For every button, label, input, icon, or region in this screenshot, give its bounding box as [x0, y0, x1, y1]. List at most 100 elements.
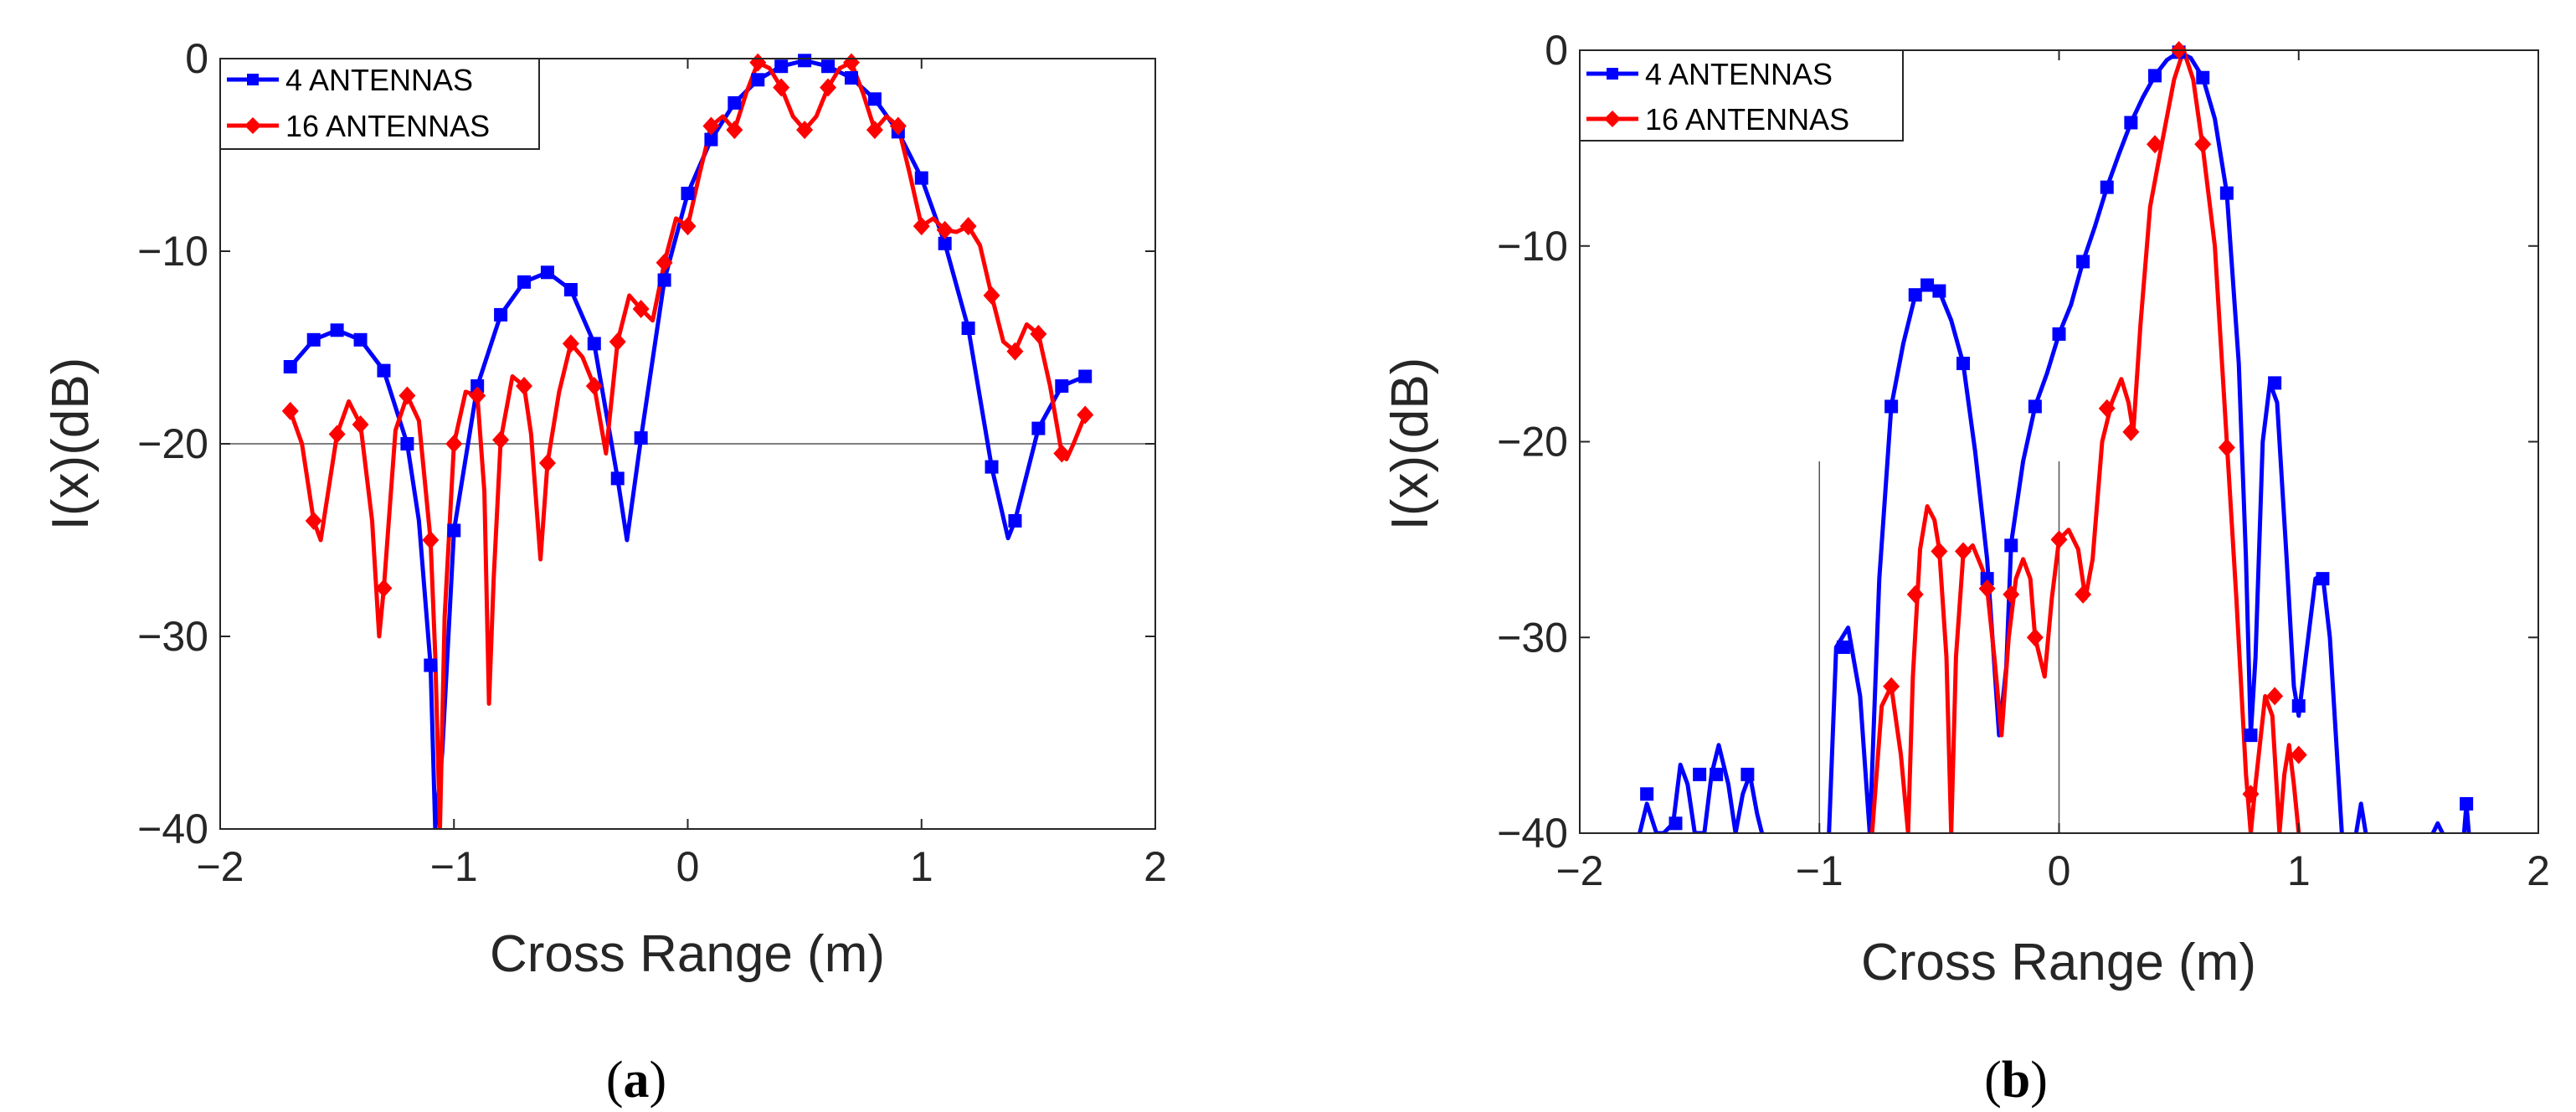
marker-16-antennas-a-8	[469, 386, 486, 405]
marker-4-antennas-a-11	[540, 265, 554, 280]
legend-box-b	[1579, 49, 1904, 142]
marker-4-antennas-a-30	[985, 460, 999, 474]
marker-4-antennas-a-0	[283, 360, 297, 373]
x-tick-label-b-2: 0	[2048, 847, 2071, 894]
marker-16-antennas-a-16	[656, 253, 673, 272]
marker-16-antennas-b-17	[2290, 745, 2307, 764]
marker-4-antennas-a-6	[424, 658, 438, 672]
panel-b: −2 −1 0 1 2−40−30−20−100 Cross Range (m) I(x…	[1381, 27, 2550, 1109]
legend-b: 4 ANTENNAS 16 ANTENNAS	[1579, 49, 1904, 142]
marker-16-antennas-a-23	[820, 78, 837, 97]
x-tick-label-a-4: 2	[1144, 843, 1167, 890]
x-tick-label-b-3: 1	[2287, 847, 2311, 894]
x-axis-label-b: Cross Range (m)	[1861, 934, 2256, 991]
marker-16-antennas-a-18	[702, 116, 720, 136]
marker-4-antennas-a-34	[1078, 369, 1093, 384]
series-markers-a	[281, 53, 1094, 672]
marker-4-antennas-b-21	[2219, 186, 2234, 200]
marker-16-antennas-a-27	[913, 217, 930, 236]
y-tick-label-a-2: −20	[137, 420, 208, 467]
legend-label-16-antennas-a: 16 ANTENNAS	[285, 109, 490, 143]
marker-4-antennas-a-4	[377, 363, 391, 378]
marker-4-antennas-b-14	[2052, 327, 2066, 341]
x-tick-label-b-4: 2	[2527, 847, 2550, 894]
marker-4-antennas-b-20	[2196, 70, 2210, 85]
marker-4-antennas-a-16	[657, 273, 671, 287]
x-axis-label-a: Cross Range (m)	[490, 925, 885, 983]
caption-letter-b: b	[2002, 1052, 2030, 1109]
marker-4-antennas-a-23	[821, 59, 836, 74]
series-line-16-antennas-b	[1869, 48, 2301, 833]
y-tick-label-b-3: −10	[1497, 223, 1568, 270]
marker-16-antennas-a-5	[398, 386, 416, 405]
y-tick-label-a-4: 0	[185, 35, 208, 82]
marker-4-antennas-b-5	[1836, 640, 1850, 654]
marker-16-antennas-a-22	[796, 121, 814, 140]
marker-16-antennas-a-29	[959, 217, 977, 236]
marker-16-antennas-a-15	[632, 300, 650, 318]
marker-4-antennas-a-24	[844, 71, 858, 85]
marker-4-antennas-b-16	[2100, 180, 2114, 194]
legend-label-4-antennas-a: 4 ANTENNAS	[285, 63, 473, 97]
axis-ticks-a: −2 −1 0 1 2−40−30−20−100	[137, 35, 1167, 890]
marker-16-antennas-b-1	[1906, 584, 1924, 604]
marker-16-antennas-b-13	[2194, 135, 2212, 154]
legend-label-4-antennas-b: 4 ANTENNAS	[1645, 57, 1833, 91]
marker-16-antennas-a-32	[1030, 324, 1047, 343]
marker-16-antennas-a-10	[516, 377, 533, 395]
legend-marker-16-antennas-b	[1604, 111, 1621, 127]
marker-4-antennas-b-2	[1693, 767, 1707, 781]
marker-4-antennas-a-33	[1055, 379, 1069, 393]
marker-4-antennas-b-17	[2124, 116, 2138, 130]
marker-4-antennas-a-19	[728, 95, 742, 110]
series-markers-b	[1640, 41, 2474, 831]
marker-4-antennas-b-8	[1920, 278, 1935, 292]
marker-4-antennas-a-29	[961, 322, 975, 335]
caption-open-a: (	[606, 1052, 624, 1109]
marker-16-antennas-a-34	[1077, 405, 1094, 425]
marker-4-antennas-a-5	[400, 437, 414, 450]
marker-4-antennas-a-25	[867, 92, 882, 106]
caption-a: (a)	[606, 1052, 666, 1109]
y-tick-label-b-1: −30	[1497, 614, 1568, 661]
marker-16-antennas-a-33	[1053, 444, 1071, 463]
marker-4-antennas-a-27	[914, 171, 928, 185]
marker-4-antennas-b-9	[1932, 284, 1946, 298]
legend-label-16-antennas-b: 16 ANTENNAS	[1645, 102, 1849, 136]
axis-ticks-b: −2 −1 0 1 2−40−30−20−100	[1497, 27, 2550, 894]
marker-4-antennas-a-9	[494, 307, 508, 322]
marker-16-antennas-b-16	[2266, 687, 2284, 706]
marker-16-antennas-a-28	[936, 220, 954, 239]
marker-16-antennas-a-7	[445, 435, 463, 453]
marker-16-antennas-b-8	[2075, 584, 2092, 604]
marker-4-antennas-a-15	[634, 431, 648, 445]
marker-4-antennas-a-3	[353, 332, 368, 347]
marker-16-antennas-b-9	[2098, 399, 2116, 418]
marker-16-antennas-a-1	[305, 512, 322, 530]
legend-marker-16-antennas-a	[244, 117, 261, 134]
marker-16-antennas-a-30	[983, 286, 1000, 305]
marker-4-antennas-a-12	[563, 283, 578, 296]
marker-16-antennas-a-9	[492, 430, 510, 450]
y-axis-label-a: I(x)(dB)	[42, 358, 100, 531]
y-axis-label-b: I(x)(dB)	[1381, 358, 1439, 531]
x-tick-label-a-3: 1	[910, 843, 933, 890]
y-tick-label-a-0: −40	[137, 806, 208, 852]
marker-16-antennas-b-7	[2050, 530, 2068, 549]
marker-16-antennas-b-11	[2147, 135, 2163, 154]
marker-16-antennas-a-26	[889, 116, 907, 136]
reference-lines-b	[1818, 461, 2060, 833]
marker-16-antennas-b-5	[2003, 584, 2020, 604]
y-tick-label-b-0: −40	[1497, 810, 1568, 857]
x-tick-label-b-1: −1	[1796, 847, 1843, 894]
marker-4-antennas-b-10	[1956, 357, 1970, 370]
marker-16-antennas-a-3	[352, 415, 369, 434]
marker-16-antennas-a-12	[562, 334, 579, 353]
marker-4-antennas-b-12	[2004, 538, 2018, 553]
marker-16-antennas-b-10	[2122, 422, 2140, 441]
marker-4-antennas-b-23	[2268, 376, 2282, 390]
marker-4-antennas-b-18	[2148, 69, 2162, 83]
caption-letter-a: a	[624, 1052, 650, 1109]
series-line-4-antennas-a	[288, 58, 1087, 829]
